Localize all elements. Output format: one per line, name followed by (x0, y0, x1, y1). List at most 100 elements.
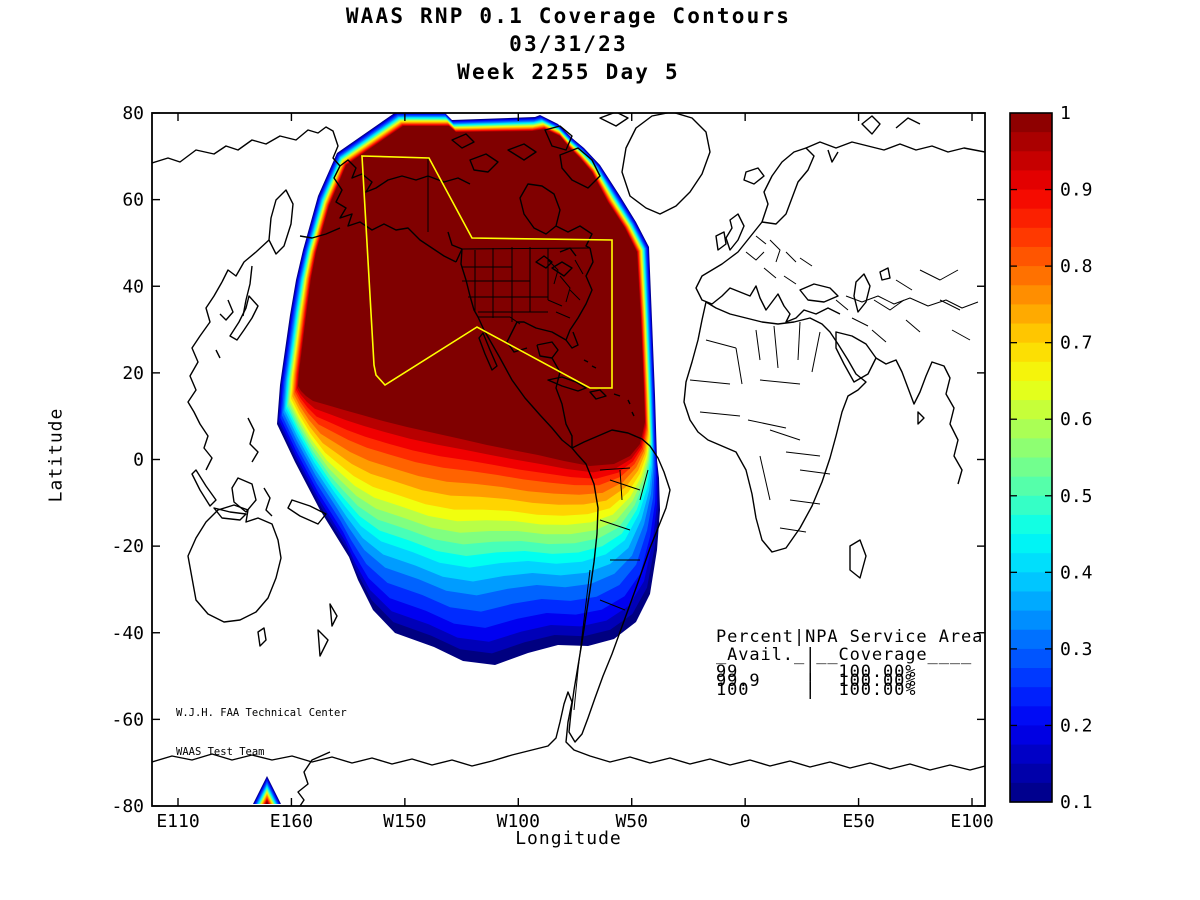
border-line (599, 519, 631, 531)
colorbar-tick-label: 0.2 (1060, 715, 1093, 736)
coastline (805, 141, 985, 153)
colorbar-band (1010, 763, 1052, 784)
coastline (152, 691, 985, 771)
coastline (875, 357, 963, 485)
axis-ticks (152, 112, 985, 807)
coastline (187, 281, 223, 471)
coastline (589, 389, 607, 400)
coastline (621, 113, 711, 215)
coastline (213, 507, 247, 521)
border-line (895, 279, 913, 291)
credit-annotation: W.J.H. FAA Technical Center WAAS Test Te… (176, 681, 347, 785)
border-line (478, 316, 521, 325)
border-line (789, 499, 821, 505)
border-line (547, 259, 559, 285)
colorbar-band (1010, 706, 1052, 727)
coastline (725, 213, 745, 251)
colorbar-band (1010, 553, 1052, 573)
colorbar-band (1010, 208, 1052, 229)
colorbar-band (1010, 400, 1052, 420)
state-country-borders (427, 158, 979, 711)
coastline (544, 125, 573, 151)
colorbar-band (1010, 744, 1052, 765)
colorbar-band (1010, 266, 1052, 286)
border-line (951, 329, 971, 341)
colorbar-border (1009, 112, 1053, 803)
coastline (917, 411, 925, 425)
coastline (835, 331, 877, 383)
coastline (683, 301, 867, 553)
coastline (187, 504, 282, 623)
coastline (221, 239, 270, 283)
border-line (759, 455, 771, 501)
border-line (797, 321, 801, 361)
coastline (447, 231, 463, 263)
colorbar-band (1010, 782, 1052, 803)
coastline (853, 273, 871, 313)
coastline (507, 143, 537, 161)
coastline (263, 487, 273, 517)
coastline (565, 247, 594, 349)
stats-table-line-5: 100 | 100.00% (716, 680, 917, 700)
border-line (547, 299, 563, 307)
npa-service-area-outline (361, 155, 613, 389)
colorbar-band (1010, 132, 1052, 152)
colorbar-band (1010, 151, 1052, 172)
border-line (609, 479, 641, 491)
coastline (583, 359, 635, 417)
stats-table-line-2: _Avail._|__Coverage____ (716, 645, 973, 665)
border-line (763, 267, 777, 279)
credit-line-1: W.J.H. FAA Technical Center (176, 707, 347, 719)
coastline (743, 167, 765, 185)
stats-table-line-4: 99.9 | 100.00% (716, 671, 917, 691)
coastline (568, 429, 671, 743)
border-line (755, 329, 761, 361)
colorbar-band (1010, 476, 1052, 497)
border-line (799, 257, 813, 267)
colorbar-tick-label: 1 (1060, 103, 1071, 124)
border-line (699, 411, 741, 417)
border-line (555, 311, 571, 319)
border-line (599, 467, 631, 471)
border-line (799, 469, 831, 475)
colorbar-band (1010, 514, 1052, 535)
x-tick-label: W50 (615, 811, 648, 832)
coastline (695, 221, 841, 323)
border-line (769, 239, 781, 263)
coastline (547, 376, 587, 392)
title-date: 03/31/23 (509, 32, 628, 56)
colorbar-band (1010, 189, 1052, 210)
colorbar-band (1010, 170, 1052, 191)
colorbar-band (1010, 246, 1052, 267)
x-tick-label: E110 (156, 811, 199, 832)
border-line (905, 319, 921, 333)
colorbar-band (1010, 438, 1052, 459)
x-tick-label: E160 (270, 811, 313, 832)
y-tick-label: -20 (111, 536, 144, 557)
colorbar-tick-label: 0.9 (1060, 180, 1093, 201)
coastline (247, 417, 259, 463)
coastline (861, 115, 881, 135)
colorbar-tick-label: 0.4 (1060, 562, 1093, 583)
coastline (191, 469, 217, 507)
coastline (895, 117, 921, 129)
y-tick-label: 0 (133, 450, 144, 471)
title-week-day: Week 2255 Day 5 (457, 60, 680, 84)
marker-band-1.00 (265, 801, 269, 804)
coastline (827, 149, 839, 163)
coastline (599, 113, 629, 127)
border-line (755, 235, 767, 245)
border-line (845, 295, 979, 309)
contour-bands (277, 113, 660, 665)
border-line (873, 299, 905, 311)
x-tick-label: E100 (950, 811, 993, 832)
coastline (333, 165, 457, 263)
coastline (469, 153, 499, 173)
colorbar-band (1010, 648, 1052, 669)
y-tick-label: 20 (122, 363, 144, 384)
coastline (849, 539, 867, 579)
page-title: WAAS RNP 0.1 Coverage Contours (345, 4, 792, 28)
border-line (689, 379, 731, 385)
coastline (761, 147, 815, 225)
